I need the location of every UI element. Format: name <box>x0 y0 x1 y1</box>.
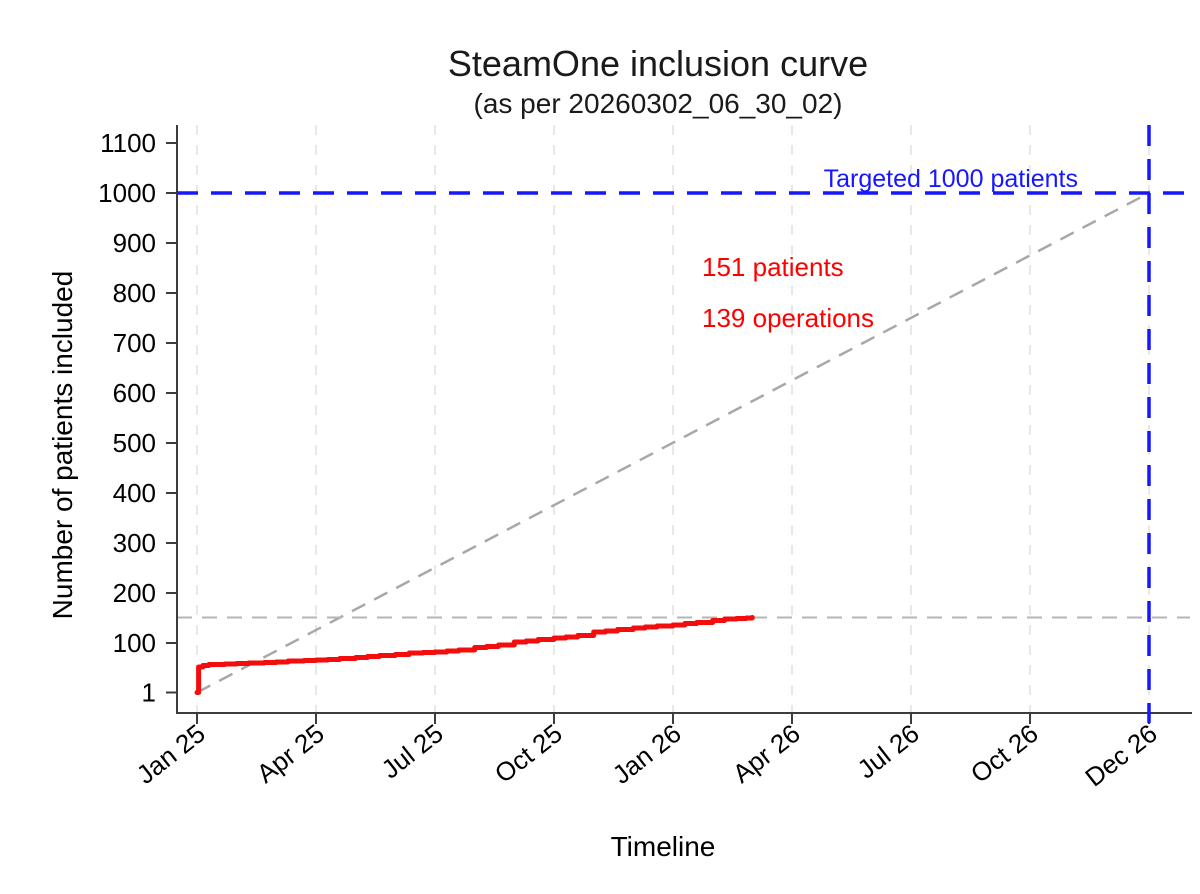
y-tick-label: 100 <box>113 628 156 658</box>
y-tick-label: 400 <box>113 478 156 508</box>
x-tick-label: Dec 26 <box>1079 718 1162 792</box>
inclusion-curve-series <box>194 615 755 695</box>
y-tick-label: 800 <box>113 278 156 308</box>
y-tick-label: 900 <box>113 228 156 258</box>
x-tick-label: Oct 25 <box>489 718 568 789</box>
y-tick-label: 300 <box>113 528 156 558</box>
x-tick-label: Jan 26 <box>607 718 687 790</box>
y-tick-label: 1 <box>142 678 156 708</box>
reference-diagonal-line <box>196 191 1150 694</box>
y-tick-label: 200 <box>113 578 156 608</box>
x-tick-label: Jul 26 <box>852 718 925 784</box>
operations-count-annotation: 139 operations <box>702 303 874 333</box>
x-tick-label: Jan 25 <box>131 718 211 790</box>
y-tick-label: 600 <box>113 378 156 408</box>
chart-subtitle: (as per 20260302_06_30_02) <box>474 88 843 119</box>
x-axis-title: Timeline <box>611 831 716 862</box>
x-tick-label: Oct 26 <box>965 718 1044 789</box>
x-tick-label: Jul 25 <box>376 718 449 784</box>
y-tick-label: 700 <box>113 328 156 358</box>
y-tick-label: 1100 <box>100 128 156 158</box>
y-tick-label: 500 <box>113 428 156 458</box>
y-axis-title: Number of patients included <box>47 271 78 620</box>
chart-title: SteamOne inclusion curve <box>448 43 868 84</box>
target-annotation: Targeted 1000 patients <box>824 165 1078 193</box>
x-tick-label: Apr 25 <box>251 718 330 789</box>
x-tick-label: Apr 26 <box>727 718 806 789</box>
y-tick-label: 1000 <box>98 178 156 208</box>
plot-layer: 110020030040050060070080090010001100Jan … <box>98 125 1192 792</box>
patients-count-annotation: 151 patients <box>702 252 844 282</box>
